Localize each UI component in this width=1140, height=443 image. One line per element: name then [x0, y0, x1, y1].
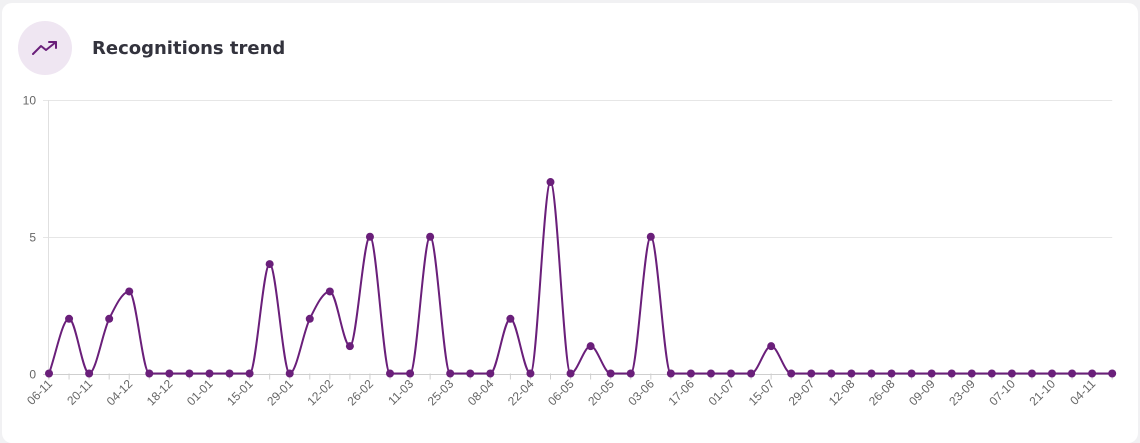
data-point	[706, 369, 715, 378]
data-point	[446, 369, 455, 378]
data-point	[245, 369, 254, 378]
data-point	[686, 369, 695, 378]
x-tick-label: 08-04	[465, 376, 497, 408]
data-point	[1048, 369, 1056, 378]
data-point	[65, 314, 74, 323]
x-tick-label: 15-07	[746, 376, 778, 408]
card-header: Recognitions trend	[18, 20, 285, 76]
x-tick-label: 26-08	[866, 376, 898, 408]
data-point	[787, 369, 796, 378]
data-point	[827, 369, 836, 378]
data-point	[987, 369, 996, 378]
y-tick-label: 0	[29, 368, 36, 382]
data-point	[466, 369, 475, 378]
x-tick-label: 11-03	[385, 376, 416, 407]
x-tick-label: 03-06	[625, 376, 657, 408]
data-point	[185, 369, 194, 378]
x-tick-label: 01-01	[184, 376, 216, 408]
data-point	[345, 342, 354, 351]
data-point	[85, 369, 94, 378]
data-point	[406, 369, 415, 378]
data-point	[1068, 369, 1077, 378]
data-point	[586, 342, 595, 351]
data-point	[486, 369, 495, 378]
x-tick-label: 04-12	[104, 376, 136, 408]
data-point	[727, 369, 736, 378]
data-point	[225, 369, 234, 378]
data-point	[386, 369, 395, 378]
x-tick-label: 06-05	[545, 376, 577, 408]
data-point	[747, 369, 756, 378]
x-tick-label: 22-04	[505, 376, 537, 408]
data-point	[927, 369, 936, 378]
data-point	[426, 232, 435, 241]
x-tick-label: 04-11	[1067, 376, 1098, 407]
data-point	[847, 369, 856, 378]
data-point	[867, 369, 876, 378]
x-tick-label: 29-07	[786, 376, 818, 408]
x-tick-label: 25-03	[425, 376, 457, 408]
y-tick-label: 10	[23, 94, 37, 108]
data-point	[947, 369, 956, 378]
data-point	[606, 369, 615, 378]
chart-title: Recognitions trend	[92, 37, 286, 59]
data-point	[767, 342, 776, 351]
data-point	[566, 369, 575, 378]
x-tick-label: 23-09	[946, 376, 978, 408]
data-point	[1007, 369, 1016, 378]
x-tick-label: 15-01	[224, 376, 256, 408]
data-point	[325, 287, 334, 296]
data-point	[506, 314, 515, 323]
y-tick-label: 5	[29, 231, 36, 245]
x-tick-label: 07-10	[986, 376, 1018, 408]
data-point	[45, 369, 53, 378]
data-point	[626, 369, 635, 378]
x-tick-label: 18-12	[144, 376, 176, 408]
series-line	[48, 181, 1113, 375]
x-tick-label: 29-01	[264, 376, 296, 408]
data-point	[1088, 369, 1097, 378]
x-tick-label: 26-02	[344, 376, 376, 408]
data-point	[546, 178, 555, 187]
data-point	[365, 232, 374, 241]
x-tick-label: 09-09	[906, 376, 938, 408]
x-tick-label: 21-10	[1027, 376, 1059, 408]
data-point	[285, 369, 294, 378]
data-point	[105, 314, 114, 323]
data-point	[265, 260, 274, 269]
data-point	[907, 369, 916, 378]
data-point	[526, 369, 535, 378]
data-point	[1108, 369, 1117, 378]
data-point	[125, 287, 134, 296]
data-point	[305, 314, 314, 323]
data-point	[205, 369, 214, 378]
data-point	[967, 369, 976, 378]
data-point	[165, 369, 174, 378]
data-point	[887, 369, 896, 378]
data-point	[646, 232, 655, 241]
data-point	[666, 369, 675, 378]
trending-up-icon	[18, 21, 72, 75]
x-tick-label: 01-07	[706, 376, 738, 408]
x-tick-label: 12-02	[304, 376, 336, 408]
x-tick-label: 20-11	[64, 376, 95, 407]
data-point	[1027, 369, 1036, 378]
x-tick-label: 20-05	[585, 376, 617, 408]
x-tick-label: 17-06	[665, 376, 697, 408]
x-tick-label: 12-08	[826, 376, 858, 408]
data-point	[807, 369, 816, 378]
data-point	[145, 369, 154, 378]
